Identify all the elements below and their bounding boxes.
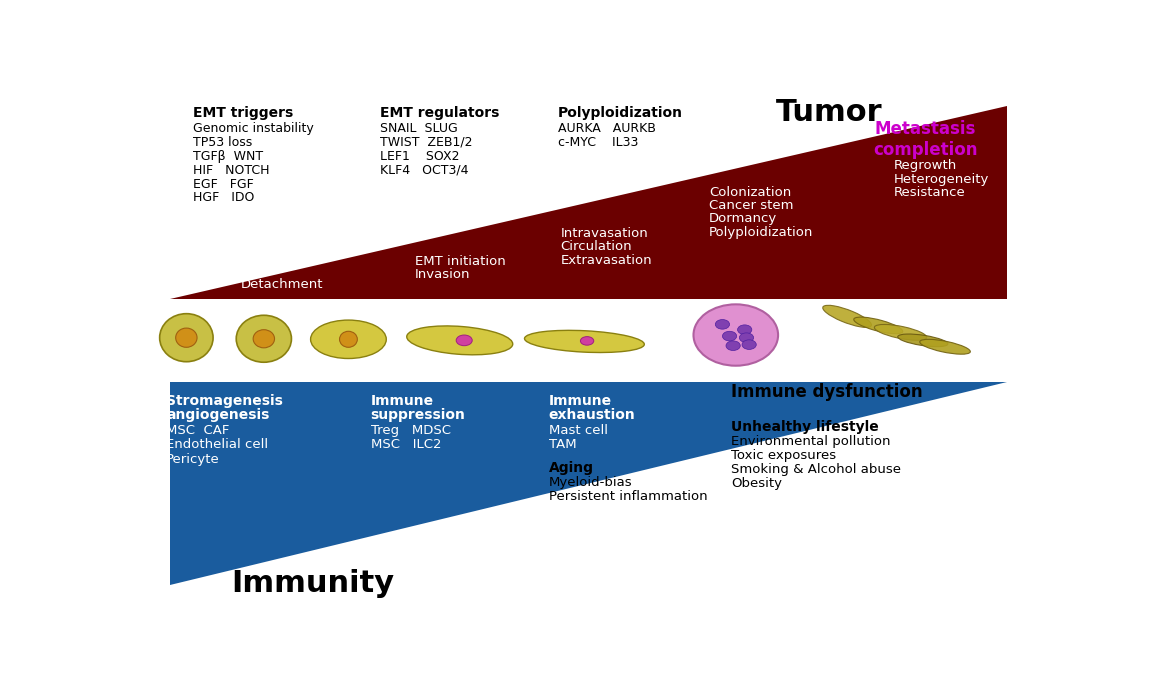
Text: Polyploidization: Polyploidization [557,105,683,119]
Text: AURKA   AURKB: AURKA AURKB [557,122,656,135]
Polygon shape [170,105,1008,299]
Text: KLF4   OCT3/4: KLF4 OCT3/4 [379,164,468,177]
Text: Treg   MDSC: Treg MDSC [371,424,450,437]
Ellipse shape [253,330,275,348]
Text: Invasion: Invasion [415,268,471,281]
Text: suppression: suppression [371,408,465,422]
Ellipse shape [742,340,756,349]
Text: Myeloid-bias: Myeloid-bias [549,476,632,489]
Text: Resistance: Resistance [894,186,965,199]
Text: TP53 loss: TP53 loss [193,136,252,149]
Text: Toxic exposures: Toxic exposures [732,449,836,462]
Ellipse shape [310,320,386,358]
Text: Immune dysfunction: Immune dysfunction [732,383,923,401]
Ellipse shape [237,315,292,362]
Polygon shape [170,382,1008,585]
Ellipse shape [726,341,740,351]
Text: Obesity: Obesity [732,477,782,490]
Text: EMT initiation: EMT initiation [415,255,506,268]
Text: SNAIL  SLUG: SNAIL SLUG [379,122,457,135]
Text: Aging: Aging [549,462,594,475]
Ellipse shape [580,337,594,345]
Ellipse shape [340,331,357,347]
Text: Cancer stem: Cancer stem [709,199,794,212]
Text: Detachment: Detachment [240,279,323,291]
Text: Immune: Immune [371,394,434,407]
Text: Heterogeneity: Heterogeneity [894,173,989,186]
Text: Polyploidization: Polyploidization [709,225,813,238]
Text: MSC  CAF: MSC CAF [165,424,230,437]
Ellipse shape [407,326,512,355]
Text: Environmental pollution: Environmental pollution [732,435,890,448]
Text: MSC   ILC2: MSC ILC2 [371,439,441,451]
Text: Dormancy: Dormancy [709,212,778,225]
Text: Circulation: Circulation [561,240,632,254]
Text: c-MYC    IL33: c-MYC IL33 [557,136,638,149]
Text: Mast cell: Mast cell [549,424,608,437]
Text: Unhealthy lifestyle: Unhealthy lifestyle [732,421,879,435]
Text: Regrowth: Regrowth [894,159,957,173]
Text: EMT triggers: EMT triggers [193,105,293,119]
Ellipse shape [739,333,754,342]
Text: exhaustion: exhaustion [549,408,635,422]
Ellipse shape [874,324,927,340]
Text: TAM: TAM [549,439,577,451]
Text: LEF1    SOX2: LEF1 SOX2 [379,150,460,163]
Text: Endothelial cell: Endothelial cell [165,439,268,451]
Text: Immune: Immune [549,394,612,407]
Ellipse shape [897,334,948,346]
Ellipse shape [823,306,871,327]
Text: HGF   IDO: HGF IDO [193,191,254,204]
Ellipse shape [919,340,971,354]
Ellipse shape [176,328,198,347]
Ellipse shape [160,314,213,362]
Ellipse shape [738,325,751,335]
Text: Persistent inflammation: Persistent inflammation [549,490,708,502]
Text: Metastasis
completion: Metastasis completion [873,120,978,159]
Text: Pericyte: Pericyte [165,453,219,466]
Ellipse shape [524,331,645,353]
Text: Genomic instability: Genomic instability [193,122,314,135]
Text: Extravasation: Extravasation [561,254,651,267]
Text: Smoking & Alcohol abuse: Smoking & Alcohol abuse [732,463,901,476]
Text: HIF   NOTCH: HIF NOTCH [193,164,269,177]
Text: EMT regulators: EMT regulators [379,105,499,119]
Ellipse shape [694,304,778,366]
Text: Intravasation: Intravasation [561,227,648,240]
Text: Stromagenesis: Stromagenesis [165,394,283,407]
Text: Colonization: Colonization [709,186,792,198]
Ellipse shape [854,317,903,334]
Text: TWIST  ZEB1/2: TWIST ZEB1/2 [379,136,472,149]
Ellipse shape [716,319,730,329]
Ellipse shape [723,331,737,341]
Text: angiogenesis: angiogenesis [165,408,269,422]
Text: Immunity: Immunity [231,569,394,598]
Ellipse shape [456,335,472,346]
Text: TGFβ  WNT: TGFβ WNT [193,150,263,163]
Text: Tumor: Tumor [776,98,882,127]
Text: EGF   FGF: EGF FGF [193,177,253,191]
